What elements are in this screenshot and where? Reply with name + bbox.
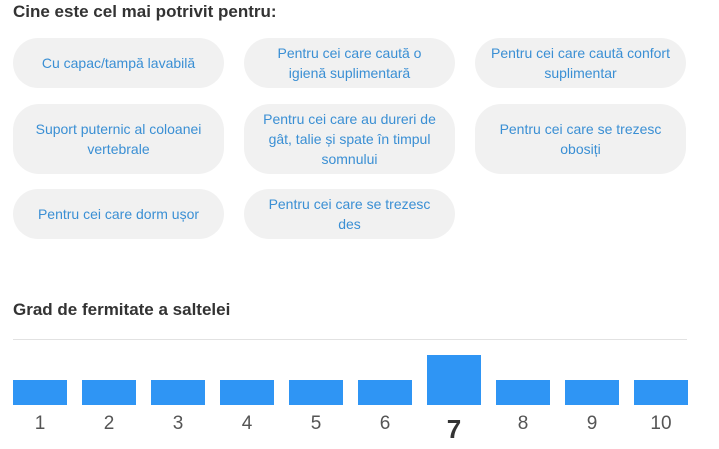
tag-wake-often: Pentru cei care se trezesc des <box>244 189 455 239</box>
firmness-bar-1 <box>13 380 67 405</box>
firmness-heading: Grad de fermitate a saltelei <box>13 300 231 319</box>
firmness-bar-9 <box>565 380 619 405</box>
tag-light-sleepers: Pentru cei care dorm ușor <box>13 189 224 239</box>
firmness-bar-2 <box>82 380 136 405</box>
suitable-for-heading: Cine este cel mai potrivit pentru: <box>13 2 277 21</box>
tag-extra-comfort: Pentru cei care caută confort suplimenta… <box>475 38 686 88</box>
firmness-bar-5 <box>289 380 343 405</box>
firmness-label-9: 9 <box>586 413 598 434</box>
firmness-label-5: 5 <box>310 413 322 434</box>
firmness-label-7: 7 <box>446 414 462 444</box>
firmness-bar-6 <box>358 380 412 405</box>
firmness-bar-8 <box>496 380 550 405</box>
firmness-label-1: 1 <box>34 413 46 434</box>
firmness-label-4: 4 <box>241 413 253 434</box>
firmness-bar-4 <box>220 380 274 405</box>
divider <box>13 339 687 340</box>
firmness-label-2: 2 <box>103 413 115 434</box>
tag-spine-support: Suport puternic al coloanei vertebrale <box>13 104 224 174</box>
firmness-scale: 1 2 3 4 5 6 7 8 9 10 <box>0 350 719 449</box>
firmness-bar-7 <box>427 355 481 405</box>
tag-extra-hygiene: Pentru cei care caută o igienă supliment… <box>244 38 455 88</box>
firmness-label-8: 8 <box>517 413 529 434</box>
firmness-label-10: 10 <box>650 413 672 434</box>
suitable-tags: Cu capac/tampă lavabilă Pentru cei care … <box>13 38 703 243</box>
tag-washable-cover: Cu capac/tampă lavabilă <box>13 38 224 88</box>
firmness-label-6: 6 <box>379 413 391 434</box>
firmness-label-3: 3 <box>172 413 184 434</box>
tag-wake-tired: Pentru cei care se trezesc obosiți <box>475 104 686 174</box>
firmness-bar-10 <box>634 380 688 405</box>
tag-back-pain: Pentru cei care au dureri de gât, talie … <box>244 104 455 174</box>
firmness-bar-3 <box>151 380 205 405</box>
